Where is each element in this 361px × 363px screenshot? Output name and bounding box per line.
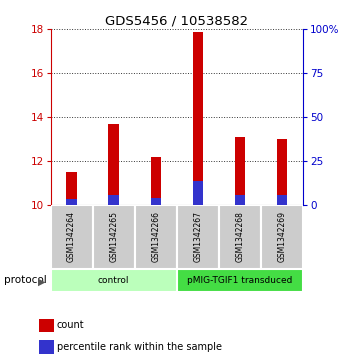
Bar — [93, 205, 135, 269]
Bar — [235, 137, 245, 205]
Bar — [277, 139, 287, 205]
Bar — [151, 157, 161, 205]
Bar — [219, 205, 261, 269]
Text: GSM1342268: GSM1342268 — [236, 211, 244, 262]
Bar — [108, 195, 119, 205]
Bar — [51, 205, 93, 269]
Text: GSM1342265: GSM1342265 — [109, 211, 118, 262]
Bar — [193, 182, 203, 205]
Bar — [66, 199, 77, 205]
Bar — [39, 319, 53, 332]
Bar — [277, 195, 287, 205]
Text: count: count — [57, 321, 84, 330]
Text: GSM1342267: GSM1342267 — [193, 211, 203, 262]
Bar — [51, 269, 177, 292]
Bar — [177, 205, 219, 269]
Bar — [39, 340, 53, 354]
Bar — [235, 195, 245, 205]
Bar — [177, 269, 303, 292]
Bar — [261, 205, 303, 269]
Bar — [193, 32, 203, 205]
Text: GSM1342266: GSM1342266 — [151, 211, 160, 262]
Text: control: control — [98, 276, 130, 285]
Text: protocol: protocol — [4, 275, 46, 285]
Text: ▶: ▶ — [38, 276, 45, 286]
Text: GSM1342264: GSM1342264 — [67, 211, 76, 262]
Text: GSM1342269: GSM1342269 — [278, 211, 287, 262]
Title: GDS5456 / 10538582: GDS5456 / 10538582 — [105, 15, 248, 28]
Text: pMIG-TGIF1 transduced: pMIG-TGIF1 transduced — [187, 276, 293, 285]
Text: percentile rank within the sample: percentile rank within the sample — [57, 342, 222, 352]
Bar — [135, 205, 177, 269]
Bar — [66, 172, 77, 205]
Bar — [108, 124, 119, 205]
Bar — [151, 198, 161, 205]
